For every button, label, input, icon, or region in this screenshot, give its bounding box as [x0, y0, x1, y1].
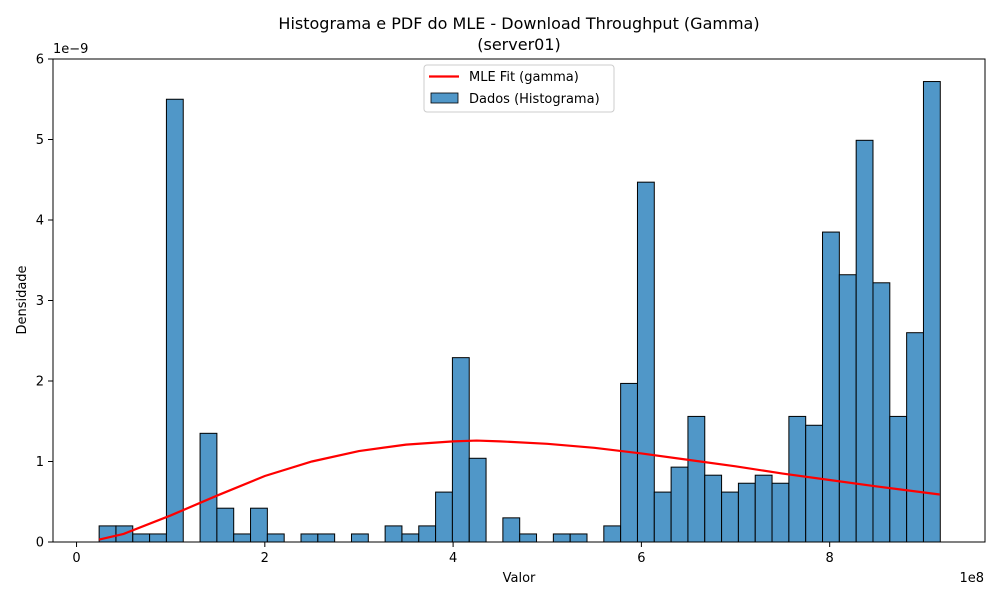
histogram-bar	[149, 533, 167, 543]
x-tick-label: 6	[637, 551, 645, 566]
x-tick-label: 2	[261, 551, 269, 566]
x-tick-label: 0	[72, 551, 80, 566]
histogram-bar	[350, 533, 369, 543]
legend: MLE Fit (gamma) Dados (Histograma)	[423, 64, 615, 113]
legend-box	[423, 64, 615, 113]
histogram-bar	[906, 332, 924, 543]
mle-fit-line	[98, 439, 940, 541]
histogram-bar	[603, 525, 622, 543]
chart-title-line2: (server01)	[477, 35, 561, 54]
histogram-bar	[418, 525, 437, 543]
histogram-bar	[384, 525, 403, 543]
histogram-bars	[98, 81, 941, 543]
histogram-bar	[502, 517, 521, 543]
histogram-bar	[838, 274, 857, 543]
y-tick-label: 0	[36, 536, 44, 551]
histogram-bar	[889, 415, 908, 543]
x-axis-label: Valor	[503, 571, 536, 586]
y-tick-label: 2	[36, 375, 44, 390]
y-offset-label: 1e−9	[53, 42, 88, 57]
histogram-bar	[855, 139, 874, 543]
legend-bar-swatch	[430, 92, 459, 104]
y-axis-ticks: 0 1 2 3 4 5 6	[36, 53, 53, 551]
histogram-bar	[199, 432, 218, 543]
y-tick-label: 3	[36, 294, 44, 309]
y-tick-label: 6	[36, 53, 44, 68]
chart-title-line1: Histograma e PDF do MLE - Download Throu…	[278, 14, 759, 33]
histogram-bar	[468, 457, 487, 543]
histogram-bar	[250, 507, 268, 543]
histogram-bar	[822, 231, 840, 543]
histogram-bar	[165, 98, 184, 543]
histogram-bar	[233, 533, 252, 543]
y-tick-label: 1	[36, 455, 44, 470]
histogram-bar	[620, 382, 638, 543]
histogram-bar	[704, 474, 723, 543]
x-tick-label: 4	[449, 551, 457, 566]
legend-label-histogram: Dados (Histograma)	[469, 92, 600, 107]
histogram-bar	[300, 533, 319, 543]
histogram-bar	[721, 491, 739, 543]
legend-label-fit: MLE Fit (gamma)	[469, 70, 579, 85]
histogram-bar	[670, 466, 689, 543]
histogram-bar	[451, 357, 470, 543]
x-axis-ticks: 0 2 4 6 8	[72, 542, 834, 566]
x-offset-label: 1e8	[959, 571, 984, 586]
y-tick-label: 4	[36, 214, 44, 229]
histogram-bar	[805, 424, 824, 543]
histogram-bar	[569, 533, 588, 543]
histogram-bar	[216, 507, 235, 543]
histogram-bar	[737, 482, 756, 543]
histogram-bar	[788, 415, 807, 543]
histogram-bar	[435, 491, 453, 543]
histogram-bar	[922, 81, 941, 543]
histogram-bar	[771, 482, 790, 543]
histogram-bar	[401, 533, 420, 543]
histogram-bar	[653, 491, 672, 543]
histogram-bar	[687, 415, 706, 543]
fit-line-group	[98, 439, 940, 541]
histogram-bar	[519, 533, 538, 543]
histogram-bar	[266, 533, 285, 543]
y-axis-label: Densidade	[15, 265, 30, 334]
histogram-bar	[872, 282, 891, 543]
x-tick-label: 8	[826, 551, 834, 566]
histogram-bar	[754, 474, 773, 543]
histogram-bar	[636, 181, 655, 543]
y-tick-label: 5	[36, 133, 44, 148]
histogram-bar	[317, 533, 336, 543]
histogram-bar	[552, 533, 571, 543]
histogram-bar	[132, 533, 151, 543]
